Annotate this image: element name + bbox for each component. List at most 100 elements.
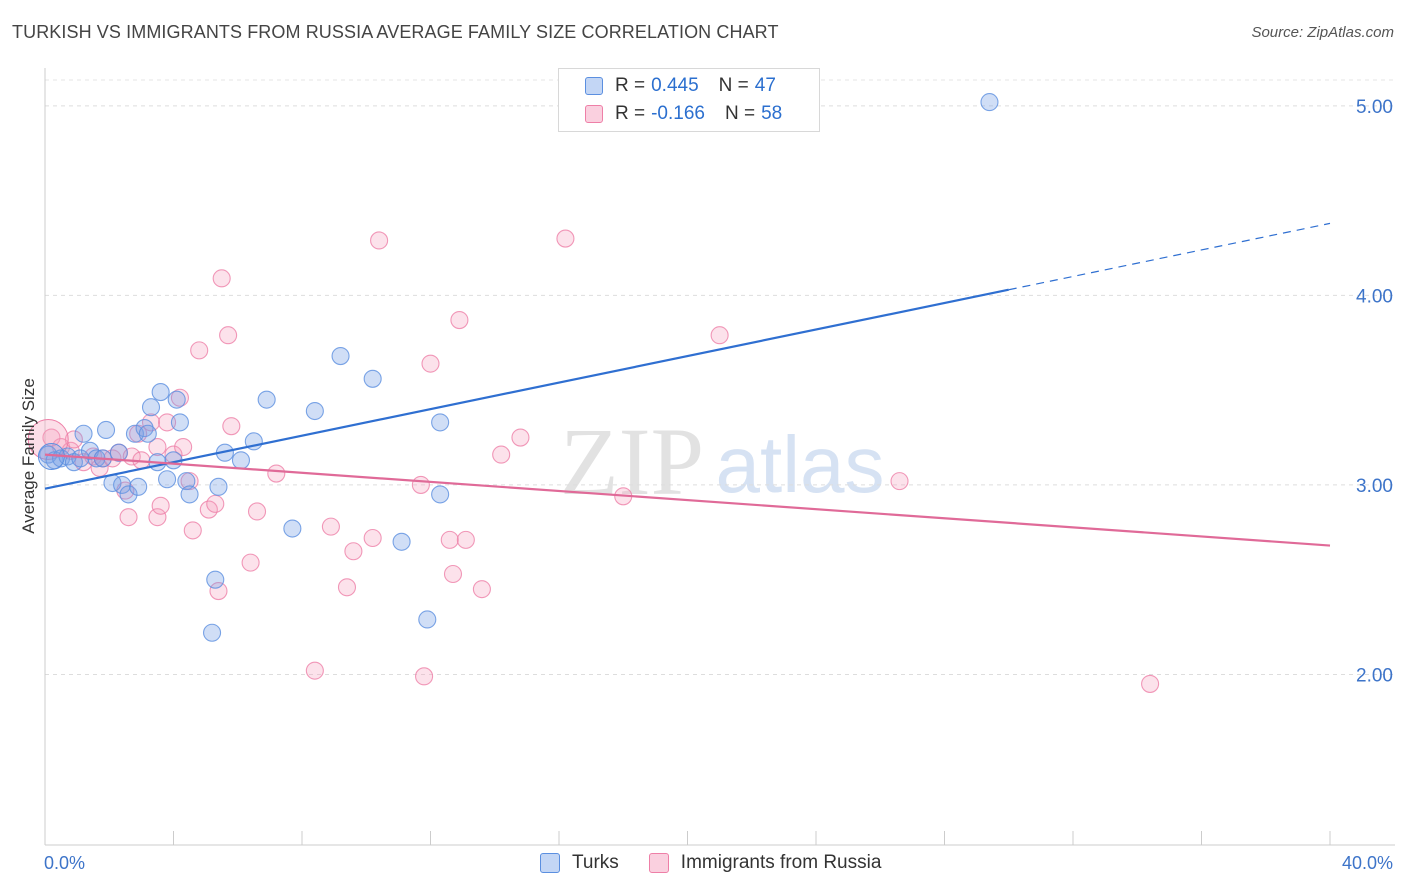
- turks-point: [231, 451, 251, 470]
- russia-swatch: [585, 105, 603, 123]
- turks-point: [135, 419, 154, 438]
- y-tick-label: 3.00: [1356, 476, 1393, 497]
- turks-point: [257, 390, 276, 409]
- russia-point: [170, 388, 189, 407]
- n-value: 47: [754, 75, 776, 96]
- russia-cluster-point: [27, 418, 69, 460]
- turks-point: [305, 401, 324, 421]
- trend-lines: [44, 222, 1331, 547]
- n-value: 58: [761, 103, 783, 124]
- x-tick-label: 40.0%: [1342, 853, 1393, 873]
- turks-points: [37, 93, 999, 642]
- russia-point: [443, 564, 463, 584]
- chart-title: TURKISH VS IMMIGRANTS FROM RUSSIA AVERAG…: [12, 22, 779, 42]
- russia-point: [321, 517, 340, 536]
- russia-point: [222, 417, 241, 436]
- russia-point: [148, 437, 167, 457]
- russia-point: [206, 494, 225, 513]
- n-label: N =: [718, 75, 749, 96]
- turks-point: [141, 398, 161, 417]
- r-label: R =: [615, 103, 646, 124]
- russia-point: [450, 311, 469, 330]
- russia-point: [267, 464, 286, 483]
- russia-point: [415, 667, 434, 686]
- turks-point: [431, 485, 450, 504]
- russia-point: [64, 430, 83, 449]
- russia-point: [344, 542, 363, 561]
- russia-point: [472, 580, 491, 599]
- russia-point: [183, 521, 202, 540]
- legend-item-turks: Turks: [540, 852, 619, 874]
- turks-point: [125, 424, 144, 443]
- legend-label-russia: Immigrants from Russia: [680, 852, 882, 873]
- russia-point: [219, 326, 238, 345]
- russia-trend-line: [44, 453, 1331, 547]
- y-tick-label: 5.00: [1356, 97, 1393, 118]
- r-label: R =: [615, 75, 646, 96]
- russia-point: [151, 496, 170, 515]
- axes: [44, 68, 1395, 846]
- x-tick-label: 0.0%: [44, 853, 85, 873]
- russia-point: [421, 354, 440, 373]
- turks-point: [283, 519, 302, 538]
- turks-point: [177, 472, 196, 491]
- series-legend: Turks Immigrants from Russia: [540, 852, 911, 874]
- turks-point: [331, 347, 350, 366]
- russia-point: [241, 553, 260, 572]
- russia-point: [440, 530, 459, 549]
- legend-row-turks: R = 0.445 N = 47: [585, 73, 776, 99]
- russia-point: [42, 428, 61, 447]
- r-value: 0.445: [651, 75, 699, 96]
- turks-point: [363, 369, 382, 388]
- correlation-legend: R = 0.445 N = 47 R = -0.166 N = 58: [558, 68, 820, 132]
- russia-point: [710, 326, 729, 345]
- source-label: Source: ZipAtlas.com: [1251, 24, 1394, 41]
- russia-point: [305, 661, 324, 680]
- turks-point: [203, 623, 222, 642]
- russia-point: [890, 472, 909, 491]
- turks-point: [151, 383, 170, 402]
- n-label: N =: [724, 103, 756, 124]
- russia-point: [511, 428, 530, 447]
- turks-point: [180, 485, 199, 504]
- turks-point: [980, 93, 999, 112]
- russia-point: [190, 341, 209, 360]
- turks-point: [431, 413, 450, 432]
- turks-point: [206, 570, 225, 589]
- legend-item-russia: Immigrants from Russia: [648, 852, 882, 874]
- turks-point: [392, 532, 411, 551]
- turks-swatch: [585, 77, 603, 95]
- russia-point: [148, 508, 167, 527]
- turks-point: [167, 390, 186, 409]
- turks-point: [129, 477, 148, 496]
- turks-point: [74, 424, 93, 443]
- russia-point: [370, 231, 389, 250]
- russia-point: [247, 502, 267, 521]
- turks-point: [170, 413, 189, 432]
- y-tick-label: 4.00: [1356, 286, 1393, 307]
- russia-point: [1141, 674, 1160, 693]
- russia-point: [363, 528, 382, 548]
- turks-point: [96, 420, 116, 440]
- russia-point: [556, 229, 575, 248]
- grid-lines: [45, 79, 1395, 675]
- russia-point: [492, 445, 511, 464]
- turks-trend-extension: [1008, 222, 1331, 291]
- y-axis-title: Average Family Size: [19, 378, 38, 534]
- legend-label-turks: Turks: [572, 852, 619, 873]
- watermark: ZIP atlas: [560, 408, 884, 515]
- russia-point: [337, 578, 357, 597]
- legend-row-russia: R = -0.166 N = 58: [585, 101, 782, 127]
- turks-point: [418, 610, 437, 629]
- russia-swatch: [648, 853, 669, 873]
- russia-point: [209, 582, 228, 601]
- axis-labels: 2.00 3.00 4.00 5.00 0.0% 40.0% Average Family …: [19, 97, 1393, 873]
- turks-point: [138, 424, 157, 443]
- watermark-atlas: atlas: [716, 420, 885, 509]
- turks-swatch: [540, 853, 560, 873]
- turks-point: [209, 477, 228, 496]
- russia-point: [212, 269, 231, 288]
- turks-point: [158, 470, 177, 489]
- turks-point: [119, 485, 138, 504]
